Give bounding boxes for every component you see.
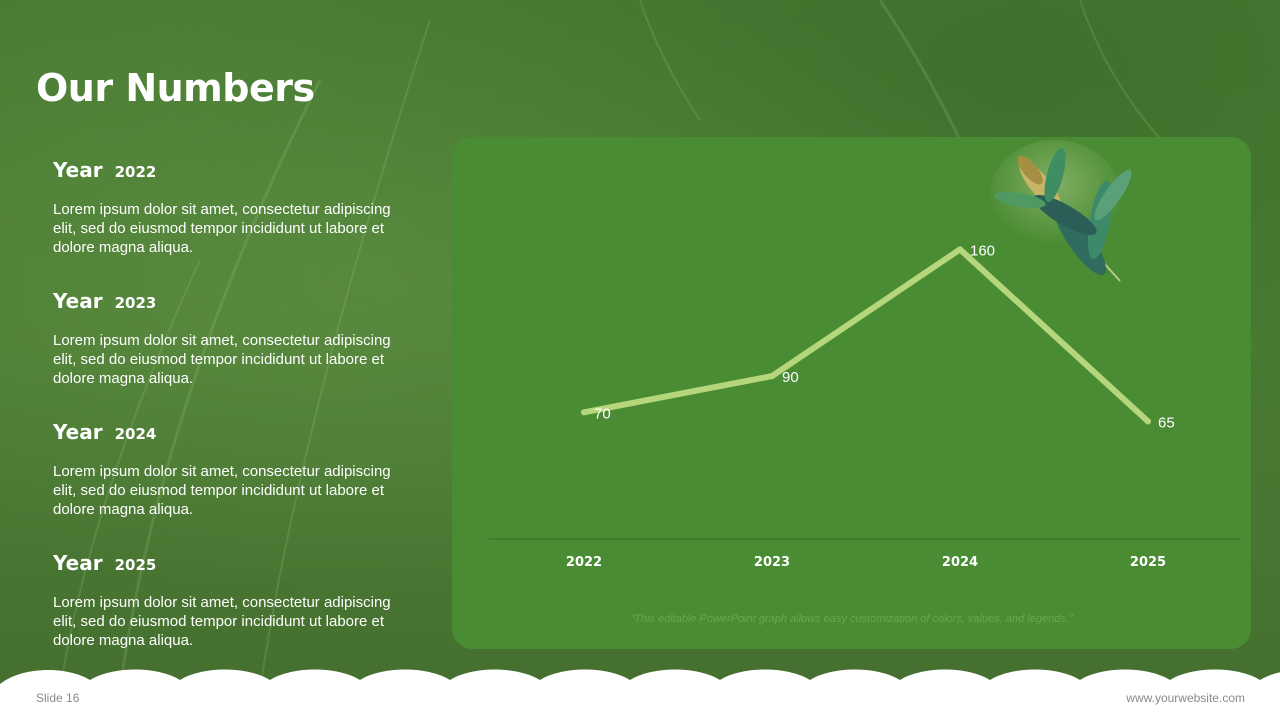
line-chart: 70 90 160 65 2022 2023 2024 2025 [489, 242, 1241, 570]
year-number: 2025 [114, 556, 157, 574]
year-heading: Year 2024 [53, 420, 413, 448]
series-line [581, 246, 1151, 425]
x-tick-label-2022: 2022 [566, 555, 602, 570]
year-block-2023: Year 2023 Lorem ipsum dolor sit amet, co… [53, 289, 413, 388]
wave-footer-band [0, 669, 1280, 720]
year-heading: Year 2022 [53, 158, 413, 186]
slide-title: Our Numbers [36, 66, 315, 110]
year-block-2025: Year 2025 Lorem ipsum dolor sit amet, co… [53, 551, 413, 650]
year-label: Year [53, 158, 103, 182]
data-label-2024: 160 [970, 242, 995, 259]
year-description: Lorem ipsum dolor sit amet, consectetur … [53, 332, 391, 387]
data-label-2022: 70 [594, 405, 611, 422]
data-point-2022 [581, 409, 587, 416]
year-label: Year [53, 420, 103, 444]
year-block-2024: Year 2024 Lorem ipsum dolor sit amet, co… [53, 420, 413, 519]
year-heading: Year 2023 [53, 289, 413, 317]
x-tick-label-2023: 2023 [754, 555, 790, 570]
year-number: 2024 [114, 425, 157, 443]
slide-number: Slide 16 [36, 691, 80, 705]
chart-panel: 70 90 160 65 2022 2023 2024 2025 "This editabl… [452, 137, 1251, 649]
wheat-illustration [990, 140, 1132, 282]
series-group [581, 246, 1151, 425]
data-labels-group: 70 90 160 65 [594, 242, 1175, 431]
year-label: Year [53, 551, 103, 575]
year-block-2022: Year 2022 Lorem ipsum dolor sit amet, co… [53, 158, 413, 257]
year-number: 2022 [114, 163, 157, 181]
chart-footnote: "This editable PowerPoint graph allows e… [630, 613, 1073, 625]
data-label-2023: 90 [782, 369, 799, 386]
data-point-2023 [769, 373, 775, 380]
year-number: 2023 [114, 294, 157, 312]
data-point-2025 [1145, 418, 1151, 425]
data-point-2024 [957, 246, 963, 253]
x-tick-label-2025: 2025 [1130, 555, 1166, 570]
x-tick-label-2024: 2024 [942, 555, 978, 570]
year-label: Year [53, 289, 103, 313]
year-description: Lorem ipsum dolor sit amet, consectetur … [53, 463, 391, 518]
data-label-2025: 65 [1158, 414, 1175, 431]
x-tick-labels-group: 2022 2023 2024 2025 [566, 555, 1166, 570]
year-description: Lorem ipsum dolor sit amet, consectetur … [53, 201, 391, 256]
year-description: Lorem ipsum dolor sit amet, consectetur … [53, 594, 391, 649]
website-url: www.yourwebsite.com [1126, 691, 1245, 705]
grass-texture [59, 0, 1181, 690]
year-heading: Year 2025 [53, 551, 413, 579]
